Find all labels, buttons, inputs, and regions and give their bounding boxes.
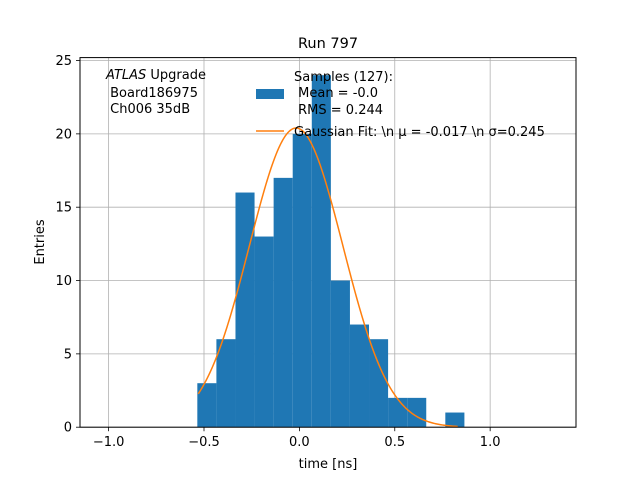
x-tick-label-3: 0.5 — [384, 435, 405, 450]
y-tick-label-2: 10 — [55, 274, 72, 289]
histogram-bars — [197, 75, 465, 428]
annotation-line-3: Ch006 35dB — [106, 102, 190, 117]
y-tick-label-4: 20 — [55, 127, 72, 142]
histogram-bar-8 — [349, 324, 370, 428]
legend-histogram-line-3: RMS = 0.244 — [294, 103, 383, 118]
axis-ticks: −1.0 −0.5 0.0 0.5 1.0 0 5 10 15 20 25 — [55, 54, 500, 450]
x-axis-label: time [ns] — [299, 457, 358, 472]
histogram-bar-7 — [330, 280, 350, 428]
x-tick-label-2: 0.0 — [289, 435, 310, 450]
y-tick-label-0: 0 — [64, 421, 72, 436]
legend-histogram-swatch — [256, 89, 284, 99]
annotation-line-2: Board186975 — [106, 86, 198, 101]
histogram-bar-13 — [445, 412, 465, 428]
legend-histogram-line-2: Mean = -0.0 — [294, 86, 378, 101]
histogram-bar-10 — [388, 397, 408, 428]
annotation-rest: Upgrade — [146, 68, 206, 83]
gaussian-fit-line — [197, 127, 458, 428]
histogram-bar-3 — [254, 236, 274, 428]
y-tick-label-5: 25 — [55, 54, 72, 69]
legend-fit-label: Gaussian Fit: \n μ = -0.017 \n σ=0.245 — [294, 125, 545, 140]
atlas-annotation: ATLAS Upgrade Board186975 Ch006 35dB — [105, 68, 206, 117]
x-tick-label-1: −0.5 — [188, 435, 220, 450]
histogram-bar-6 — [311, 75, 331, 428]
histogram-bar-2 — [235, 192, 255, 428]
histogram-bar-4 — [273, 177, 293, 428]
legend-histogram-line-1: Samples (127): — [294, 70, 393, 85]
annotation-line-1: ATLAS Upgrade — [105, 68, 206, 83]
legend: Samples (127): Mean = -0.0 RMS = 0.244 G… — [256, 70, 545, 140]
chart-title: Run 797 — [298, 36, 358, 52]
histogram-bar-5 — [292, 133, 312, 428]
x-tick-label-4: 1.0 — [480, 435, 501, 450]
histogram-bar-9 — [369, 339, 389, 428]
histogram-bar-0 — [197, 383, 217, 428]
annotation-italic: ATLAS — [105, 68, 146, 83]
histogram-bar-11 — [407, 397, 427, 428]
plot-frame — [79, 57, 577, 428]
histogram-bar-1 — [216, 339, 236, 428]
y-axis-label: Entries — [33, 219, 48, 265]
x-tick-label-0: −1.0 — [93, 435, 125, 450]
y-tick-label-3: 15 — [55, 201, 72, 216]
y-tick-label-1: 5 — [64, 347, 72, 362]
